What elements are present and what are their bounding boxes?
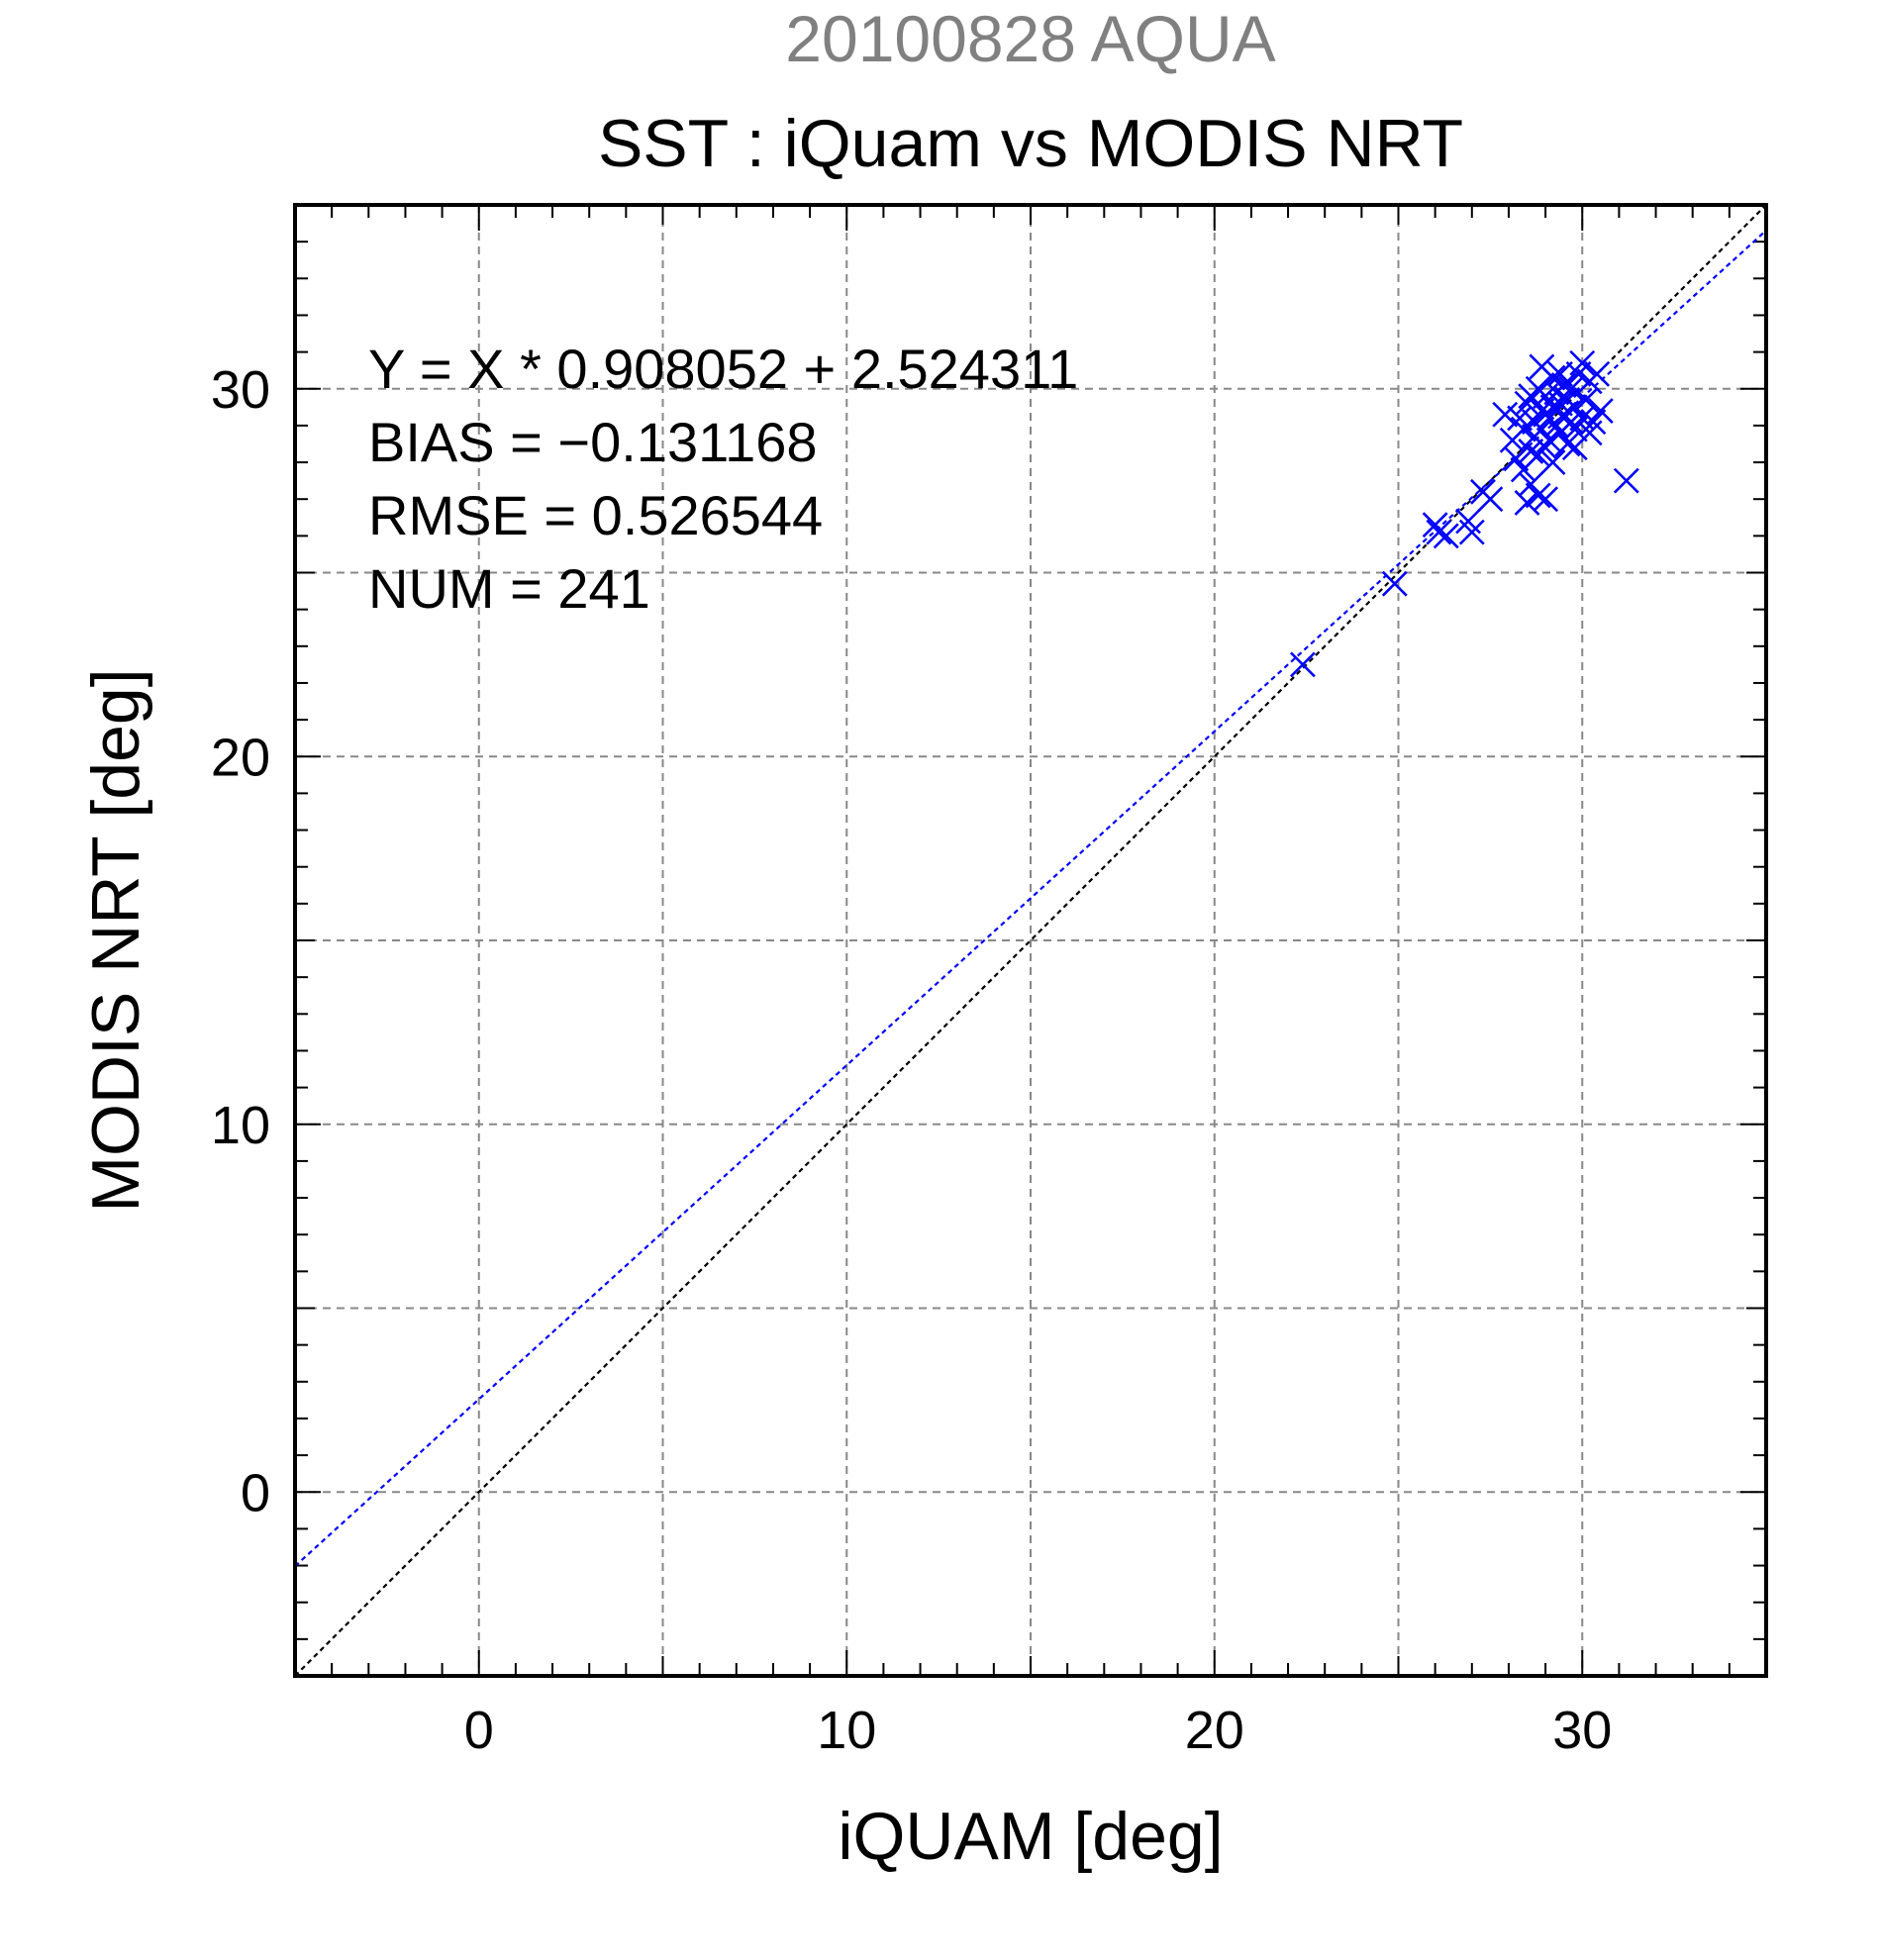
data-point	[1518, 438, 1544, 464]
data-point	[1503, 445, 1530, 472]
reference-lines	[294, 204, 1767, 1677]
data-point	[1525, 482, 1551, 509]
data-points	[1289, 349, 1639, 678]
data-point	[1518, 383, 1544, 410]
data-point	[1554, 431, 1581, 457]
data-point	[1613, 467, 1639, 494]
y-tick-label: 10	[211, 1096, 270, 1155]
data-point	[1561, 394, 1588, 421]
data-point	[1573, 386, 1599, 413]
data-point	[1426, 519, 1452, 545]
fit-line	[294, 229, 1767, 1567]
data-point	[1569, 349, 1596, 376]
y-tick-label: 30	[211, 360, 270, 420]
data-point	[1492, 401, 1519, 428]
stats-rmse: RMSE = 0.526544	[368, 484, 823, 546]
x-tick-label: 10	[817, 1701, 876, 1760]
data-point	[1477, 486, 1504, 513]
chart-title: SST : iQuam vs MODIS NRT	[598, 106, 1463, 181]
data-point	[1584, 360, 1611, 387]
chart-supertitle: 20100828 AQUA	[785, 2, 1275, 75]
data-point	[1561, 416, 1588, 442]
y-tick-label: 0	[241, 1463, 270, 1522]
y-axis-title: MODIS NRT [deg]	[78, 668, 153, 1212]
data-point	[1514, 390, 1540, 417]
data-point	[1587, 398, 1614, 424]
stats-fit-equation: Y = X * 0.908052 + 2.524311	[368, 338, 1078, 400]
grid-lines	[295, 205, 1766, 1676]
data-point	[1289, 651, 1316, 678]
data-point	[1547, 360, 1573, 387]
x-tick-labels: 0 10 20 30	[464, 1701, 1613, 1760]
data-point	[1539, 364, 1566, 391]
y-tick-label: 20	[211, 728, 270, 787]
axis-ticks	[295, 205, 1766, 1676]
x-tick-label: 20	[1185, 1701, 1244, 1760]
data-point	[1433, 523, 1459, 549]
stats-num: NUM = 241	[368, 557, 650, 620]
stats-box: Y = X * 0.908052 + 2.524311 BIAS = −0.13…	[368, 338, 1078, 620]
data-point	[1539, 449, 1566, 475]
data-point	[1533, 486, 1559, 513]
data-point	[1576, 420, 1603, 446]
stats-bias: BIAS = −0.131168	[368, 411, 818, 473]
data-point	[1381, 570, 1408, 597]
x-tick-label: 30	[1552, 1701, 1612, 1760]
data-point	[1458, 519, 1485, 545]
x-axis-title: iQUAM [deg]	[838, 1799, 1223, 1874]
x-tick-label: 0	[464, 1701, 494, 1760]
data-point	[1533, 401, 1559, 428]
plot-frame	[293, 203, 1768, 1678]
y-tick-labels: 0 10 20 30	[211, 360, 270, 1523]
